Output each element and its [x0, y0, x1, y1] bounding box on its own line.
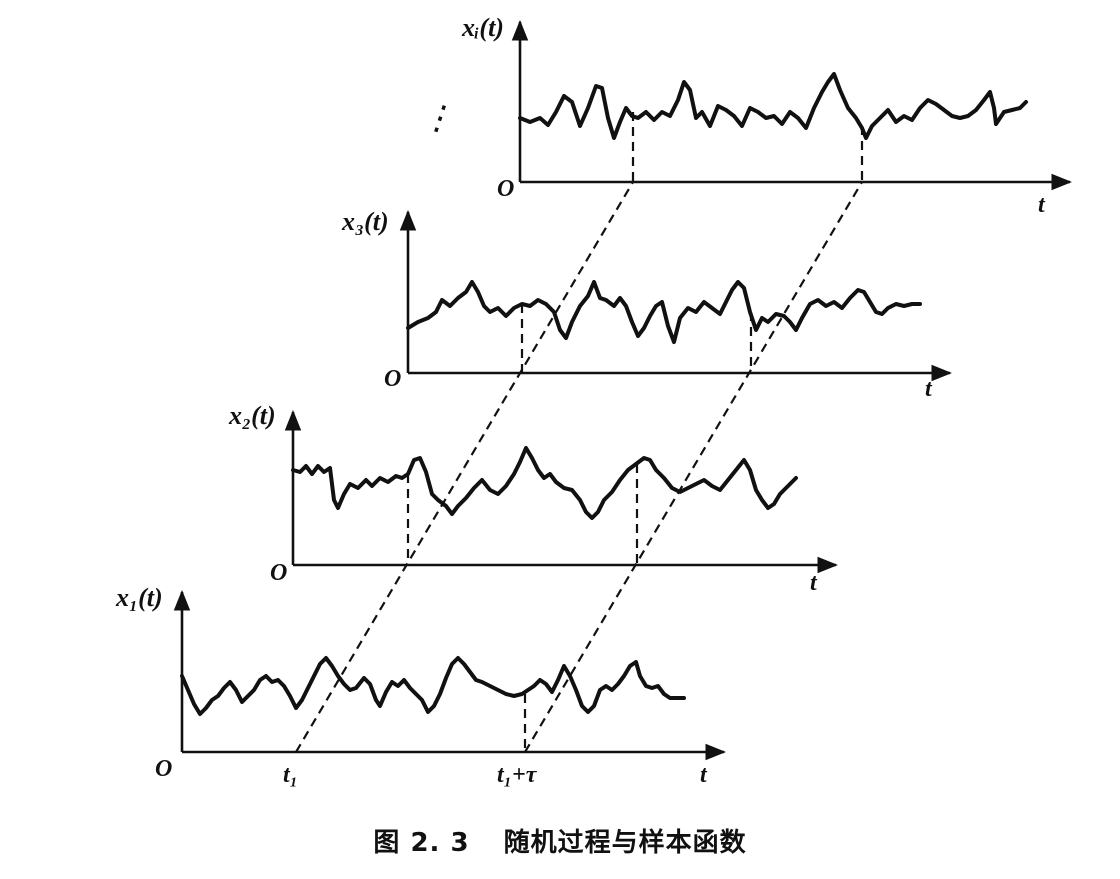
xi-sample-waveform — [518, 72, 1028, 140]
xi-t-label: t — [1038, 192, 1046, 218]
x3-sample-waveform — [406, 280, 922, 344]
panel-xi: xᵢ(t) O t — [461, 13, 1073, 218]
x1-origin-label: O — [155, 756, 172, 782]
xi-origin-label: O — [497, 176, 514, 202]
figure-caption: 图 2. 3 随机过程与样本函数 — [0, 822, 1120, 859]
caption-title: 随机过程与样本函数 — [503, 828, 747, 858]
tick-label-t1: t₁ — [283, 762, 298, 788]
caption-number: 图 2. 3 — [373, 828, 470, 858]
ellipsis: ⋮ — [418, 94, 463, 143]
panel-x3: x₃(t) O t — [341, 207, 953, 402]
panel-x2: x₂(t) O t — [228, 401, 839, 596]
x2-origin-label: O — [270, 560, 287, 586]
x1-ylabel: x₁(t) — [115, 583, 163, 612]
x3-origin-label: O — [384, 366, 401, 392]
x3-ylabel: x₃(t) — [341, 207, 389, 236]
x2-t-label: t — [810, 570, 818, 596]
x1-sample-waveform — [180, 656, 686, 716]
x1-t-label: t — [700, 762, 708, 788]
tick-label-t1-plus-tau: t₁+τ — [497, 762, 538, 788]
random-process-figure: xᵢ(t) O t ⋮ x₃(t) O t x₂(t) O t — [115, 13, 1073, 788]
x3-t-label: t — [925, 376, 933, 402]
diagonal-link-t1 — [295, 181, 634, 753]
xi-ylabel: xᵢ(t) — [461, 13, 504, 42]
x2-ylabel: x₂(t) — [228, 401, 276, 430]
diagonal-link-t1-tau — [524, 181, 863, 753]
panel-x1: x₁(t) O t t₁ t₁+τ — [115, 583, 727, 788]
x2-sample-waveform — [291, 446, 798, 520]
